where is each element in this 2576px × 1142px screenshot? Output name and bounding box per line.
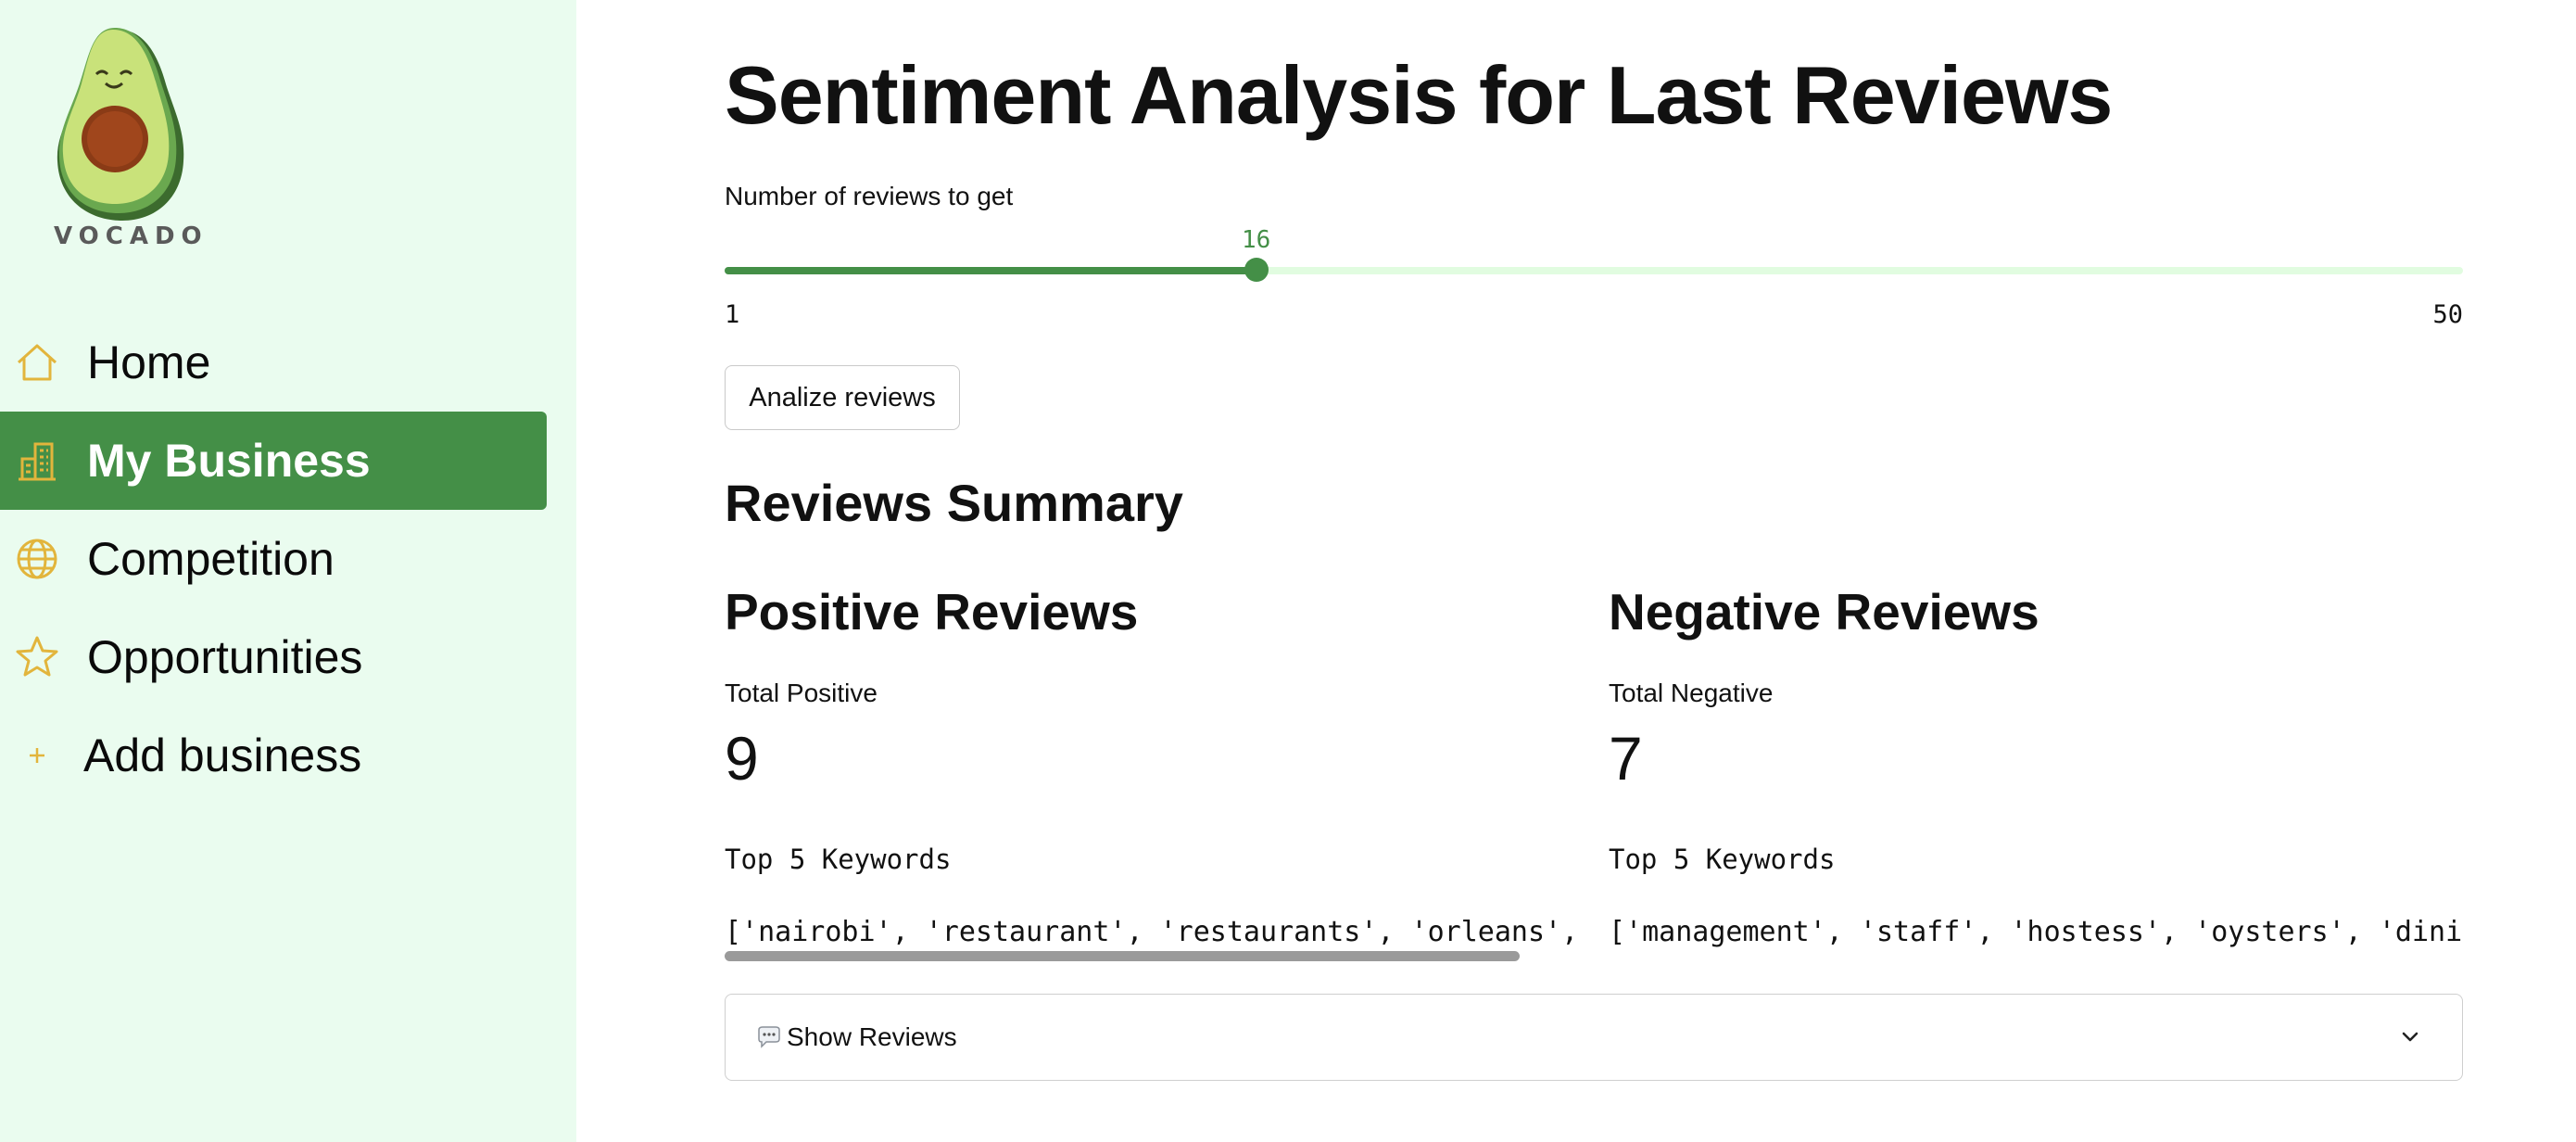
negative-heading: Negative Reviews	[1609, 583, 2039, 641]
positive-heading: Positive Reviews	[725, 583, 1139, 641]
slider-value: 16	[1242, 226, 1271, 254]
analyze-reviews-button[interactable]: Analize reviews	[725, 365, 960, 430]
positive-keywords-label: Top 5 Keywords	[725, 844, 952, 875]
slider-fill	[725, 267, 1257, 274]
negative-metric-value: 7	[1609, 724, 1643, 793]
sidebar-item-my-business[interactable]: My Business	[0, 412, 547, 510]
sidebar-nav: Home My Business Competition Opportuniti…	[0, 313, 547, 805]
globe-icon	[13, 535, 61, 583]
vocado-logo	[37, 22, 196, 263]
positive-keywords: ['nairobi', 'restaurant', 'restaurants',…	[725, 916, 1581, 948]
sidebar-item-add-business[interactable]: Add business	[0, 706, 547, 805]
negative-keywords: ['management', 'staff', 'hostess', 'oyst…	[1609, 916, 2461, 948]
star-icon	[13, 633, 61, 681]
building-icon	[13, 437, 61, 485]
speech-bubble-icon	[755, 1024, 783, 1052]
home-icon	[13, 338, 61, 387]
slider-min: 1	[725, 300, 740, 329]
positive-metric-label: Total Positive	[725, 679, 878, 707]
slider-max: 50	[2432, 300, 2463, 329]
sidebar-item-opportunities[interactable]: Opportunities	[0, 608, 547, 706]
sidebar-item-label: My Business	[87, 435, 371, 487]
sidebar-item-home[interactable]: Home	[0, 313, 547, 412]
positive-metric-value: 9	[725, 724, 759, 793]
sidebar-item-competition[interactable]: Competition	[0, 510, 547, 608]
logo-text: VOCADO	[54, 222, 208, 250]
main-content: Sentiment Analysis for Last Reviews Numb…	[725, 0, 2463, 1142]
expander-label: Show Reviews	[787, 1022, 957, 1051]
positive-keywords-box[interactable]: ['nairobi', 'restaurant', 'restaurants',…	[725, 914, 1581, 988]
sidebar-item-label: Add business	[83, 730, 362, 781]
sidebar-item-label: Competition	[87, 533, 335, 585]
plus-icon	[13, 731, 61, 780]
horizontal-scrollbar[interactable]	[725, 951, 1520, 961]
page-title: Sentiment Analysis for Last Reviews	[725, 49, 2113, 141]
slider-thumb[interactable]	[1244, 258, 1269, 282]
negative-keywords-box: ['management', 'staff', 'hostess', 'oyst…	[1609, 914, 2461, 988]
show-reviews-expander[interactable]: Show Reviews	[725, 994, 2463, 1081]
sidebar-item-label: Home	[87, 336, 211, 388]
sidebar: VOCADO Home My Business Competition	[0, 0, 576, 1142]
negative-keywords-label: Top 5 Keywords	[1609, 844, 1836, 875]
summary-heading: Reviews Summary	[725, 474, 1183, 532]
reviews-slider[interactable]	[725, 258, 2463, 282]
negative-metric-label: Total Negative	[1609, 679, 1774, 707]
chevron-down-icon	[2399, 1026, 2421, 1048]
slider-label: Number of reviews to get	[725, 182, 1014, 210]
sidebar-item-label: Opportunities	[87, 631, 363, 683]
